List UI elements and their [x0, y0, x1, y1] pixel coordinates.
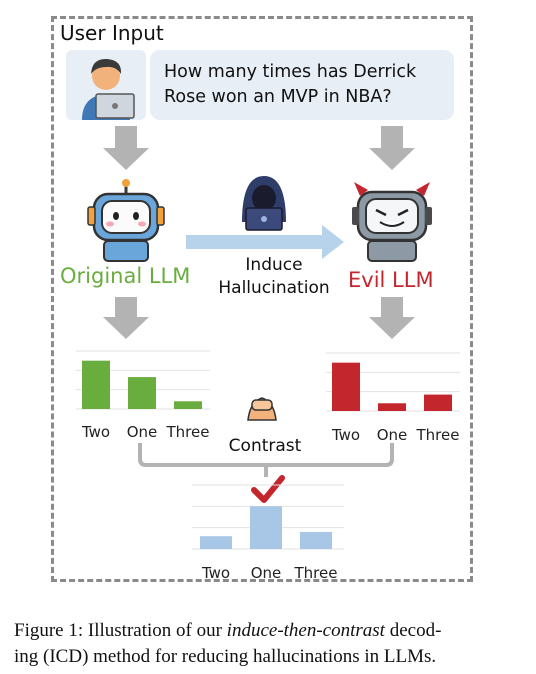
diagram-frame — [51, 16, 473, 582]
tick-label-two: Two — [331, 426, 360, 444]
arm-wrestle-icon — [247, 397, 277, 421]
checkmark-icon — [251, 475, 285, 503]
contrast-label: Contrast — [228, 436, 302, 456]
evil-robot-icon — [352, 182, 432, 262]
bar-one — [378, 403, 406, 411]
original-robot-icon — [87, 179, 165, 262]
induce-line-1: Induce — [245, 255, 303, 275]
bar-two — [200, 536, 232, 549]
question-line-1: How many times has Derrick — [164, 62, 417, 82]
user-with-laptop-icon — [82, 58, 135, 120]
chart-contrast: Two One Three — [192, 484, 344, 582]
caption-line-2: ing (ICD) method for reducing hallucinat… — [14, 646, 437, 667]
bar-two — [82, 360, 110, 409]
tick-label-three: Three — [294, 564, 338, 582]
arrow-down-left-1 — [103, 126, 149, 170]
caption-prefix: Figure 1: Illustration of our — [14, 620, 227, 641]
tick-label-one: One — [377, 426, 408, 444]
tick-label-two: Two — [81, 423, 110, 441]
caption-line1-suffix: decod- — [384, 620, 442, 641]
tick-label-one: One — [127, 423, 158, 441]
figure-caption: Figure 1: Illustration of our induce-the… — [14, 618, 524, 670]
induce-hallucination-label: Induce Hallucination — [209, 254, 339, 300]
arrow-down-right-1 — [369, 126, 415, 170]
bar-one — [128, 377, 156, 409]
question-text: How many times has Derrick Rose won an M… — [164, 60, 450, 110]
induce-line-2: Hallucination — [218, 278, 330, 298]
arrow-induce-right — [186, 225, 344, 259]
evil-llm-label: Evil LLM — [348, 268, 434, 292]
question-bubble — [150, 50, 454, 120]
original-llm-label: Original LLM — [60, 264, 191, 288]
question-line-2: Rose won an MVP in NBA? — [164, 87, 392, 107]
caption-emphasis: induce-then-contrast — [226, 620, 385, 641]
tick-label-two: Two — [201, 564, 230, 582]
user-input-title: User Input — [60, 21, 164, 45]
bar-three — [300, 531, 332, 549]
chart-original: Two One Three — [76, 350, 210, 441]
tick-label-one: One — [251, 564, 282, 582]
bar-three — [174, 401, 202, 409]
user-avatar-box — [66, 50, 146, 120]
bar-three — [424, 394, 452, 411]
tick-label-three: Three — [166, 423, 210, 441]
hacker-icon — [242, 176, 286, 231]
chart-evil: Two One Three — [326, 352, 460, 444]
bar-two — [332, 362, 360, 411]
bar-one — [250, 506, 282, 549]
arrow-down-left-2 — [103, 297, 149, 339]
arrow-down-right-2 — [369, 297, 415, 339]
tick-label-three: Three — [416, 426, 460, 444]
